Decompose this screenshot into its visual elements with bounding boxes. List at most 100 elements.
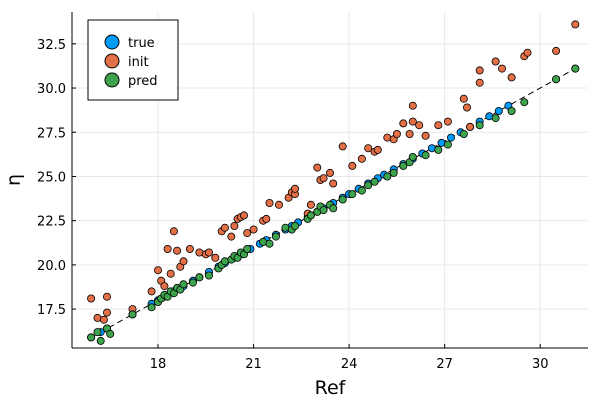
point-init — [434, 121, 443, 130]
x-tick-label: 27 — [436, 357, 453, 372]
point-pred — [475, 121, 484, 130]
y-tick-label: 17.5 — [37, 303, 66, 318]
data-points — [87, 20, 580, 345]
x-tick-label: 24 — [341, 357, 358, 372]
point-init — [313, 163, 322, 172]
point-init — [153, 266, 162, 275]
point-pred — [443, 140, 452, 149]
y-tick-label: 22.5 — [37, 215, 66, 230]
point-init — [462, 103, 471, 112]
x-tick-label: 30 — [532, 357, 549, 372]
point-init — [399, 119, 408, 128]
y-tick-label: 25.0 — [37, 170, 66, 185]
point-pred — [319, 206, 328, 215]
point-init — [421, 131, 430, 140]
series-init — [87, 20, 580, 324]
point-init — [103, 292, 112, 301]
point-pred — [434, 145, 443, 154]
point-pred — [364, 181, 373, 190]
point-init — [262, 214, 271, 223]
point-init — [373, 145, 382, 154]
point-init — [173, 246, 182, 255]
point-init — [364, 144, 373, 153]
legend-label-true: true — [128, 36, 155, 51]
point-init — [249, 225, 258, 234]
point-pred — [179, 280, 188, 289]
point-pred — [271, 232, 280, 241]
point-pred — [507, 107, 516, 116]
point-init — [211, 253, 220, 262]
point-init — [169, 227, 178, 236]
point-init — [306, 200, 315, 209]
point-pred — [389, 168, 398, 177]
point-true — [446, 133, 455, 142]
point-init — [443, 117, 452, 126]
point-init — [147, 287, 156, 296]
legend-marker-true — [104, 34, 120, 50]
y-axis-label: η — [3, 174, 25, 186]
point-init — [348, 161, 357, 170]
point-init — [491, 57, 500, 66]
point-pred — [571, 64, 580, 73]
point-pred — [491, 114, 500, 123]
point-init — [392, 129, 401, 138]
point-pred — [96, 336, 105, 345]
point-init — [239, 211, 248, 220]
point-pred — [348, 190, 357, 199]
point-init — [204, 248, 213, 257]
point-init — [166, 269, 175, 278]
point-pred — [188, 278, 197, 287]
point-init — [290, 184, 299, 193]
point-pred — [195, 273, 204, 282]
point-init — [329, 179, 338, 188]
point-init — [185, 244, 194, 253]
point-init — [357, 154, 366, 163]
point-init — [466, 122, 475, 131]
point-init — [243, 229, 252, 238]
point-pred — [87, 333, 96, 342]
legend-marker-pred — [104, 72, 120, 88]
point-init — [265, 198, 274, 207]
y-tick-label: 32.5 — [37, 38, 66, 53]
point-init — [507, 73, 516, 82]
point-init — [497, 64, 506, 73]
point-pred — [383, 172, 392, 181]
point-init — [571, 20, 580, 29]
point-init — [274, 200, 283, 209]
legend: true init pred — [87, 19, 179, 101]
point-pred — [128, 310, 137, 319]
legend-label-init: init — [128, 55, 149, 70]
point-pred — [357, 186, 366, 195]
point-pred — [93, 328, 102, 337]
y-tick-label: 27.5 — [37, 126, 66, 141]
point-pred — [290, 221, 299, 230]
point-init — [160, 282, 169, 291]
legend-marker-init — [104, 53, 120, 69]
point-init — [179, 257, 188, 266]
point-init — [163, 244, 172, 253]
legend-label-pred: pred — [128, 74, 158, 89]
y-tick-label: 30.0 — [37, 82, 66, 97]
series-pred — [87, 64, 580, 345]
point-init — [338, 142, 347, 151]
point-pred — [520, 98, 529, 107]
point-pred — [106, 329, 115, 338]
y-tick-label: 20.0 — [37, 259, 66, 274]
point-pred — [265, 239, 274, 248]
legend-box — [87, 19, 179, 101]
point-init — [220, 223, 229, 232]
x-tick-label: 21 — [245, 357, 262, 372]
point-init — [87, 294, 96, 303]
point-pred — [459, 129, 468, 138]
point-init — [227, 232, 236, 241]
ticks: 18 21 24 27 30 17.5 20.0 22.5 25.0 27.5 30.0 32.5 — [37, 38, 548, 372]
point-pred — [370, 177, 379, 186]
point-init — [103, 308, 112, 317]
point-pred — [552, 75, 561, 84]
point-init — [475, 78, 484, 87]
point-pred — [408, 152, 417, 161]
point-init — [523, 48, 532, 57]
point-true — [494, 107, 503, 116]
point-pred — [243, 244, 252, 253]
